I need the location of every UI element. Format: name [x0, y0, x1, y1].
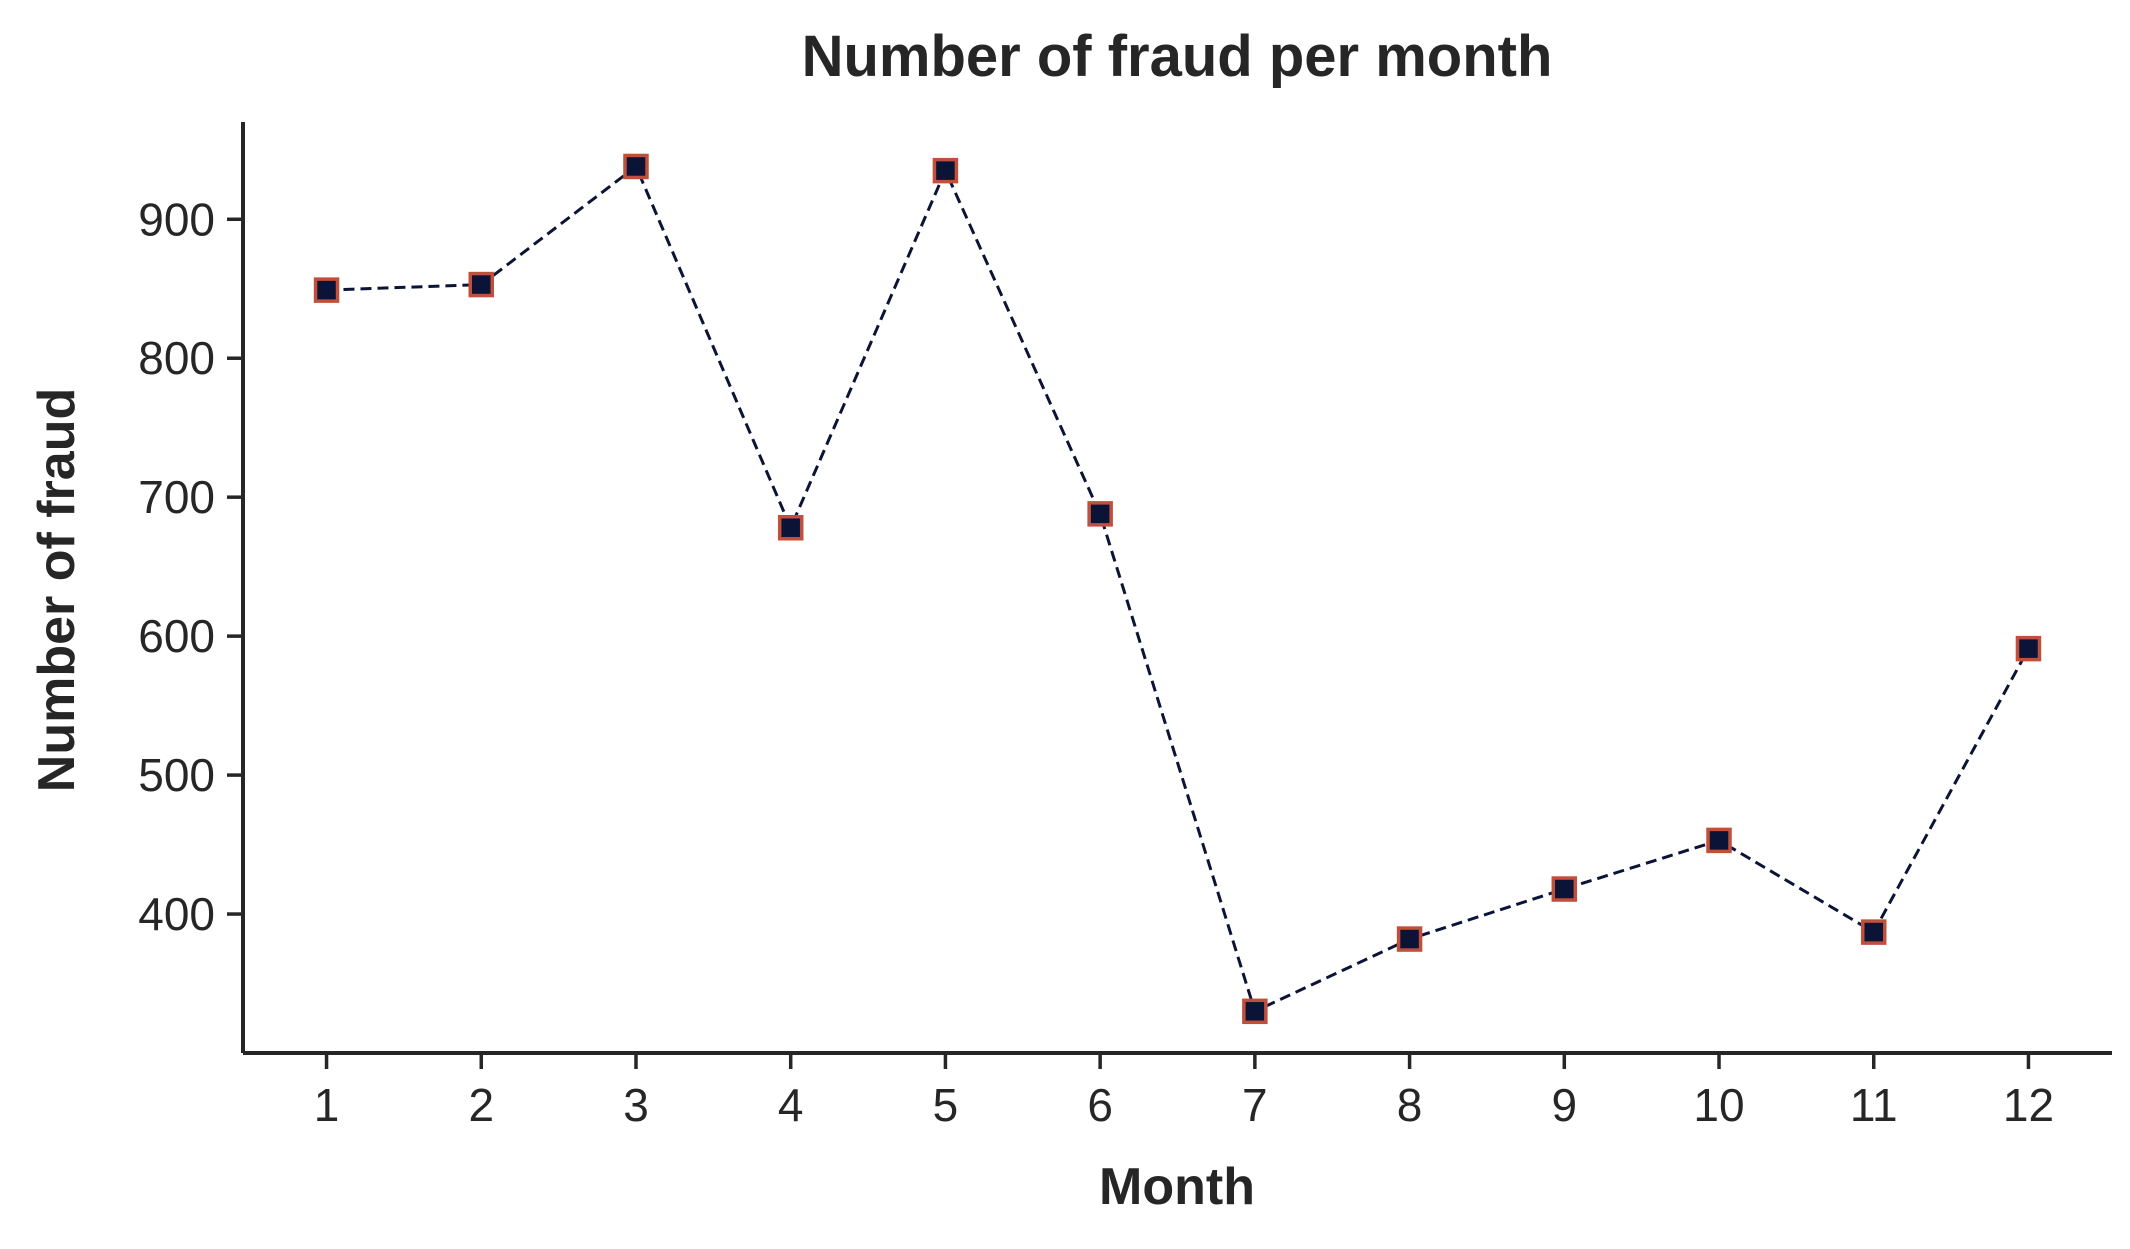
- data-point-marker: [1706, 827, 1732, 854]
- x-tick-label: 7: [1242, 1079, 1268, 1131]
- y-tick-label: 400: [138, 888, 215, 940]
- x-tick-label: 6: [1087, 1079, 1113, 1131]
- y-tick-label: 900: [138, 193, 215, 245]
- series-line-group: [326, 164, 2030, 1014]
- data-point-marker: [1242, 998, 1268, 1025]
- axes: [241, 122, 2112, 1055]
- markers-group: [313, 153, 2042, 1025]
- x-tick-label: 11: [1850, 1079, 1898, 1131]
- data-point-marker: [1860, 919, 1887, 945]
- data-point-marker: [623, 153, 649, 180]
- data-point-marker: [468, 271, 495, 298]
- y-tick-label: 500: [138, 749, 215, 801]
- x-tick-label: 2: [468, 1079, 494, 1131]
- x-tick-label: 12: [2003, 1079, 2054, 1131]
- x-tick-label: 10: [1693, 1079, 1744, 1131]
- x-tick-label: 5: [933, 1079, 959, 1131]
- data-point-marker: [932, 157, 959, 184]
- data-point-marker: [1087, 501, 1113, 527]
- x-tick-label: 9: [1551, 1079, 1577, 1131]
- data-point-marker: [2015, 635, 2042, 662]
- y-axis-label: Number of fraud: [28, 388, 86, 792]
- x-tick-label: 8: [1397, 1079, 1423, 1131]
- x-tick-label: 4: [778, 1079, 804, 1131]
- x-tick-label: 3: [623, 1079, 649, 1131]
- y-tick-label: 800: [138, 332, 215, 384]
- series-line: [326, 164, 2030, 1014]
- x-tick-label: 1: [314, 1079, 340, 1131]
- y-tick-label: 600: [138, 610, 215, 662]
- data-point-marker: [1551, 876, 1578, 902]
- chart-title: Number of fraud per month: [802, 24, 1553, 89]
- y-tick-label: 700: [138, 471, 215, 523]
- data-point-marker: [1396, 926, 1423, 952]
- data-point-marker: [777, 514, 804, 541]
- data-point-marker: [313, 277, 340, 303]
- x-axis-label: Month: [1099, 1158, 1255, 1216]
